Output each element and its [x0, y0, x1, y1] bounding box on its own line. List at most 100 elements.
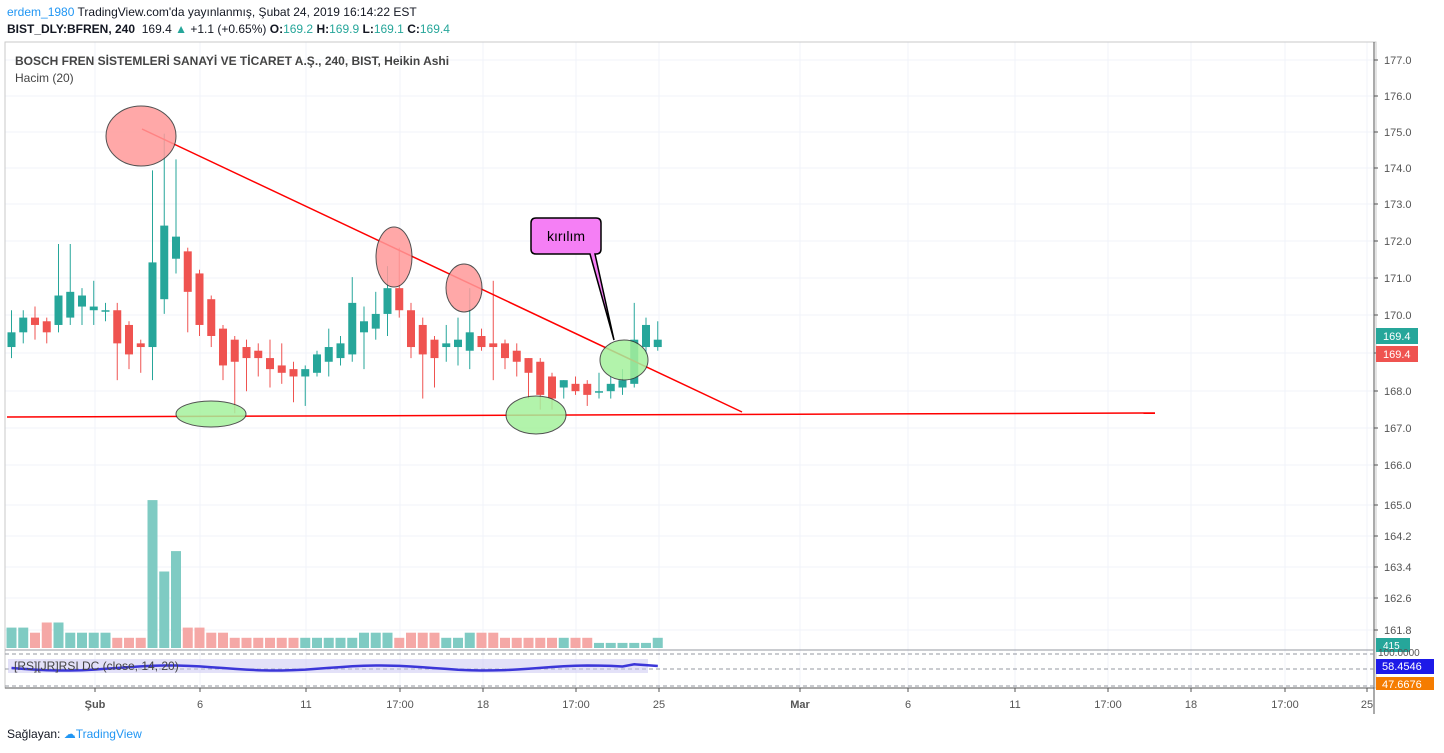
symbol-label: BIST_DLY:BFREN, 240 — [7, 22, 136, 36]
candle-body — [195, 273, 204, 325]
price-tick-label: 163.4 — [1384, 562, 1412, 574]
price-tick-label: 177.0 — [1384, 55, 1412, 67]
rsi-pane: [RS][JR]RSI DC (close, 14, 20) — [5, 653, 1374, 687]
volume-bar — [582, 637, 593, 648]
low-value: 169.1 — [373, 22, 404, 36]
author-link[interactable]: erdem_1980 — [7, 5, 75, 19]
time-tick-label: 6 — [905, 699, 911, 711]
rsi-signal-text: 47.6676 — [1382, 679, 1422, 691]
candle-body — [160, 225, 169, 300]
candle-body — [78, 295, 86, 307]
candle-body — [524, 358, 533, 373]
footer: Sağlayan: ☁TradingView — [7, 727, 142, 741]
time-tick-label: 17:00 — [562, 699, 590, 711]
candle-body — [595, 391, 603, 393]
time-tick-label: 11 — [1009, 699, 1020, 711]
high-value: 169.9 — [329, 22, 360, 36]
time-tick-label: 17:00 — [386, 699, 414, 711]
price-tick-label: 170.0 — [1384, 310, 1412, 322]
callout-shape — [530, 217, 615, 341]
low-label: L: — [362, 22, 374, 36]
candle-body — [642, 324, 650, 348]
volume-badge — [1376, 638, 1410, 652]
volume-bar — [558, 637, 569, 648]
price-tick-label: 172.0 — [1384, 236, 1412, 248]
time-tick-label: 17:00 — [1271, 699, 1299, 711]
volume-bar — [65, 632, 76, 648]
volume-bar — [30, 632, 40, 648]
candle-body — [336, 343, 345, 359]
candle-body — [430, 339, 439, 359]
candle-body — [653, 339, 662, 348]
time-tick-label: Mar — [790, 699, 810, 711]
bottom-marker-1 — [175, 400, 247, 428]
volume-bar — [359, 632, 369, 648]
volume-bar — [147, 500, 158, 648]
candle-body — [19, 317, 28, 333]
rsi-value-text: 58.4546 — [1382, 661, 1422, 673]
candle-body — [136, 343, 145, 348]
volume-bar — [18, 627, 29, 648]
volume-bar — [265, 637, 275, 648]
volume-bar — [417, 632, 428, 648]
candle-body — [254, 350, 263, 359]
price-tick-label: 161.8 — [1384, 625, 1412, 637]
candle-body — [89, 306, 98, 311]
volume-bar — [124, 637, 134, 648]
candle-body — [101, 310, 110, 312]
candle-body — [54, 295, 63, 325]
rsi-title: [RS][JR]RSI DC (close, 14, 20) — [14, 659, 179, 673]
publish-text: TradingView.com'da yayınlanmış, Şubat 24… — [77, 5, 417, 19]
candle-body — [207, 299, 216, 336]
up-arrow-icon: ▲ — [175, 22, 187, 36]
time-tick-label: 25 — [653, 699, 665, 711]
candle-body — [383, 288, 392, 314]
top-marker-2 — [375, 226, 413, 288]
close-label: C: — [407, 22, 420, 36]
candles — [7, 133, 662, 414]
time-tick-label: 25 — [1361, 699, 1373, 711]
volume-bar — [617, 642, 628, 648]
tradingview-logo-icon[interactable]: ☁ — [63, 727, 76, 741]
candle-body — [301, 369, 310, 377]
price-tick-label: 166.0 — [1384, 460, 1412, 472]
price-tick-label: 162.6 — [1384, 593, 1412, 605]
volume-bar — [312, 637, 322, 648]
price-tick-label: 176.0 — [1384, 91, 1412, 103]
volume-bar — [53, 622, 64, 648]
price-tick-label: 175.0 — [1384, 127, 1412, 139]
candle-body — [324, 347, 333, 362]
callout-text: kırılım — [547, 228, 585, 244]
breakout-callout[interactable]: kırılım — [530, 217, 615, 341]
tradingview-brand[interactable]: TradingView — [75, 727, 142, 741]
high-label: H: — [316, 22, 330, 36]
price-tick-label: 171.0 — [1384, 273, 1412, 285]
volume-bar — [218, 632, 228, 648]
candle-body — [113, 310, 122, 344]
volume-bar — [229, 637, 240, 648]
volume-bar — [605, 642, 616, 648]
volume-bar — [288, 637, 299, 648]
candle-body — [31, 317, 39, 325]
descending-trendline — [141, 128, 743, 413]
candle-body — [536, 361, 545, 395]
time-axis: Şub 6 11 17:00 18 17:00 25 Mar 6 11 17:00 18 17:00 25 — [85, 688, 1373, 711]
candle-body — [172, 236, 180, 259]
top-marker-3 — [445, 263, 483, 313]
volume-bar — [535, 637, 546, 648]
volume-bar — [441, 637, 452, 648]
price-tick-label: 168.0 — [1384, 386, 1412, 398]
price-tick-label: 164.2 — [1384, 531, 1412, 543]
candle-body — [125, 324, 133, 355]
bottom-marker-2 — [505, 395, 567, 435]
time-tick-label: 18 — [1185, 699, 1197, 711]
candle-body — [489, 343, 498, 348]
candle-body — [618, 380, 627, 388]
rsi-value-badge — [1376, 659, 1434, 674]
candle-body — [183, 251, 192, 292]
candle-body — [395, 288, 404, 311]
volume-bar — [511, 637, 522, 648]
volume-bar — [100, 632, 111, 648]
volume-bar — [88, 632, 99, 648]
